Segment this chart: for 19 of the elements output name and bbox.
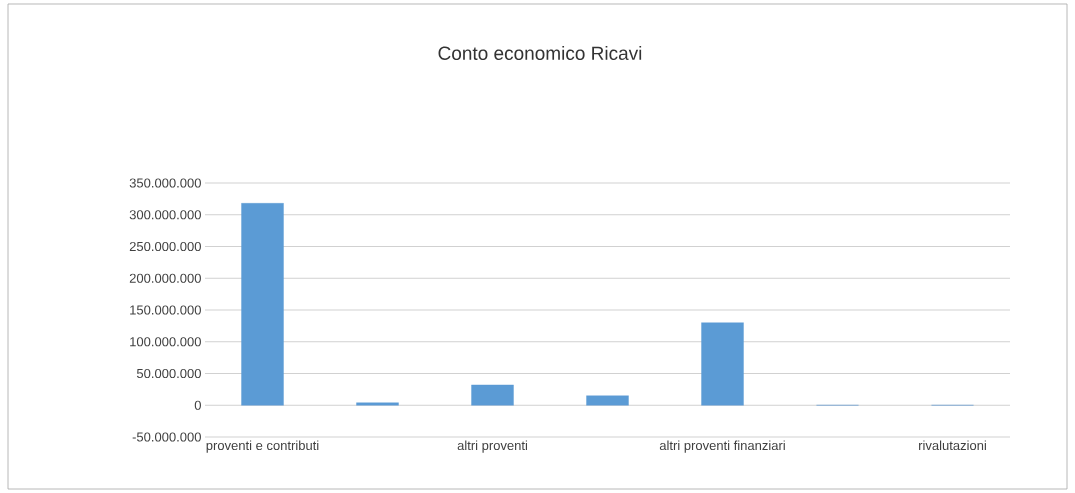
x-tick-label: rivalutazioni: [919, 440, 986, 451]
y-tick-label: -50.000.000: [132, 432, 201, 442]
y-tick-label: 300.000.000: [129, 210, 201, 220]
bar: [471, 384, 514, 406]
y-tick-label: 250.000.000: [129, 241, 201, 252]
x-tick-label: proventi e contributi: [206, 440, 319, 453]
y-tick-label: 50.000.000: [136, 368, 201, 379]
bar: [586, 395, 629, 406]
y-tick-label: 100.000.000: [130, 337, 201, 347]
y-tick-label: 0: [194, 400, 201, 410]
y-tick-label: 350.000.000: [129, 178, 201, 188]
y-tick-label: 150.000.000: [130, 305, 201, 315]
bar: [701, 322, 744, 406]
chart-title: Conto economico Ricavi: [438, 46, 642, 60]
x-tick-label: altri proventi finanziari: [659, 440, 785, 453]
bar: [241, 203, 284, 406]
bar: [356, 402, 399, 406]
x-tick-label: altri proventi: [457, 440, 528, 453]
y-tick-label: 200.000.000: [129, 273, 201, 283]
